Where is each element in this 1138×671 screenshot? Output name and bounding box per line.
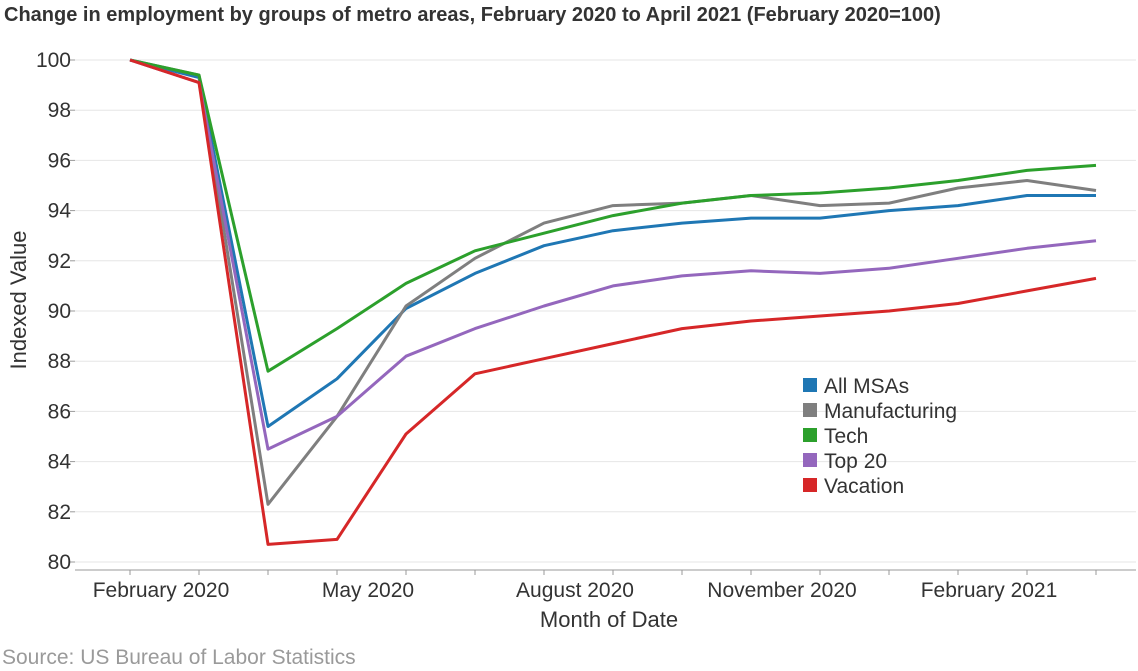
series-line-tech <box>129 58 1097 373</box>
legend-swatch <box>803 453 817 467</box>
series-line-top-20 <box>129 58 1097 451</box>
series-line-manufacturing <box>129 58 1097 506</box>
y-tick-label: 96 <box>48 149 71 172</box>
x-tick-label: February 2021 <box>921 579 1058 602</box>
x-tick-label: February 2020 <box>93 579 230 602</box>
x-tick-label: May 2020 <box>322 579 414 602</box>
line-chart: 80 82 84 86 88 90 92 94 96 98 100 February 2020 May… <box>6 49 1136 632</box>
y-tick-label: 88 <box>48 350 71 373</box>
y-axis-label: Indexed Value <box>6 230 31 369</box>
y-tick-label: 86 <box>48 400 71 423</box>
legend-swatch <box>803 403 817 417</box>
chart-title: Change in employment by groups of metro … <box>4 4 941 26</box>
legend-swatch <box>803 378 817 392</box>
series-line-vacation <box>129 58 1097 546</box>
x-axis-label: Month of Date <box>540 607 678 632</box>
x-tick-label: November 2020 <box>707 579 856 602</box>
x-tick-label: August 2020 <box>516 579 634 602</box>
series-line-all-msas <box>129 58 1096 428</box>
legend-label: Manufacturing <box>824 400 957 423</box>
y-tick-label: 100 <box>36 49 71 72</box>
legend-swatch <box>803 478 817 492</box>
y-tick-label: 98 <box>48 99 71 122</box>
legend-label: Vacation <box>824 475 904 498</box>
x-axis-ticks: February 2020 May 2020 August 2020 November… <box>93 570 1097 602</box>
y-axis-ticks: 80 82 84 86 88 90 92 94 96 98 100 <box>36 49 75 574</box>
source-note: Source: US Bureau of Labor Statistics <box>2 646 356 669</box>
y-tick-label: 80 <box>48 551 71 574</box>
legend-swatch <box>803 428 817 442</box>
legend-label: All MSAs <box>824 375 909 398</box>
legend-label: Tech <box>824 425 868 448</box>
legend-label: Top 20 <box>824 450 887 473</box>
y-tick-label: 92 <box>48 250 71 273</box>
gridlines <box>75 59 1136 571</box>
y-tick-label: 82 <box>48 501 71 524</box>
y-tick-label: 94 <box>48 200 72 223</box>
series-lines <box>129 58 1097 546</box>
y-tick-label: 90 <box>48 300 71 323</box>
y-tick-label: 84 <box>48 451 72 474</box>
